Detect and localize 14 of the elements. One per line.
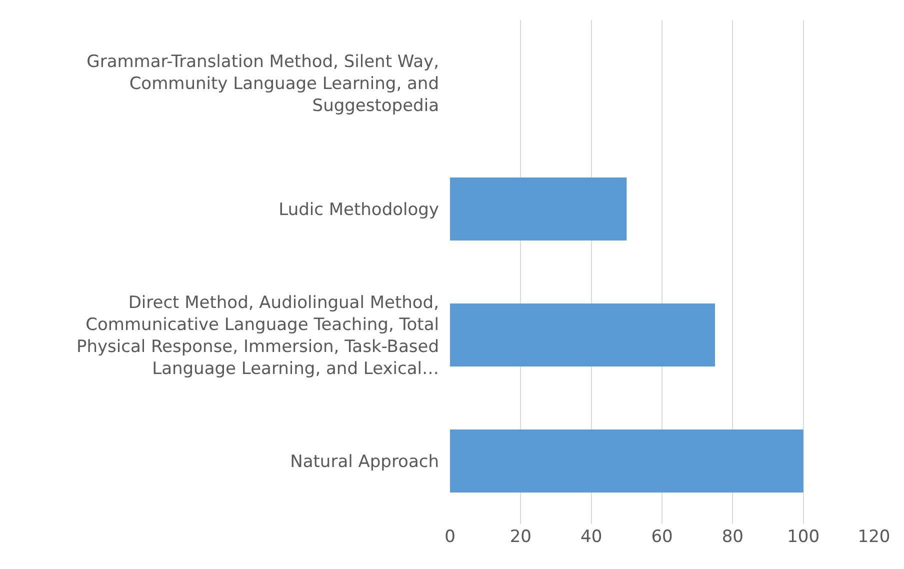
x-tick-label: 60 <box>651 527 673 547</box>
y-tick-label: Direct Method, Audiolingual Method, Communicative Language Teaching, Total Physical Response, Immersion, Task-Based Language Learning, and Lexical… <box>76 292 439 380</box>
y-tick-label: Ludic Methodology <box>278 200 439 220</box>
bar <box>450 430 804 492</box>
x-tick-label: 80 <box>722 527 744 547</box>
x-tick-label: 0 <box>444 527 456 547</box>
y-tick-label: Grammar-Translation Method, Silent Way, Community Language Learning, and Suggestopedia <box>86 52 439 116</box>
bar <box>450 178 627 240</box>
x-tick-label: 120 <box>858 527 890 547</box>
x-tick-label: 20 <box>510 527 532 547</box>
y-tick-label: Natural Approach <box>290 452 439 472</box>
bar <box>450 304 715 366</box>
x-tick-label: 100 <box>787 527 820 547</box>
x-tick-label: 40 <box>580 527 602 547</box>
